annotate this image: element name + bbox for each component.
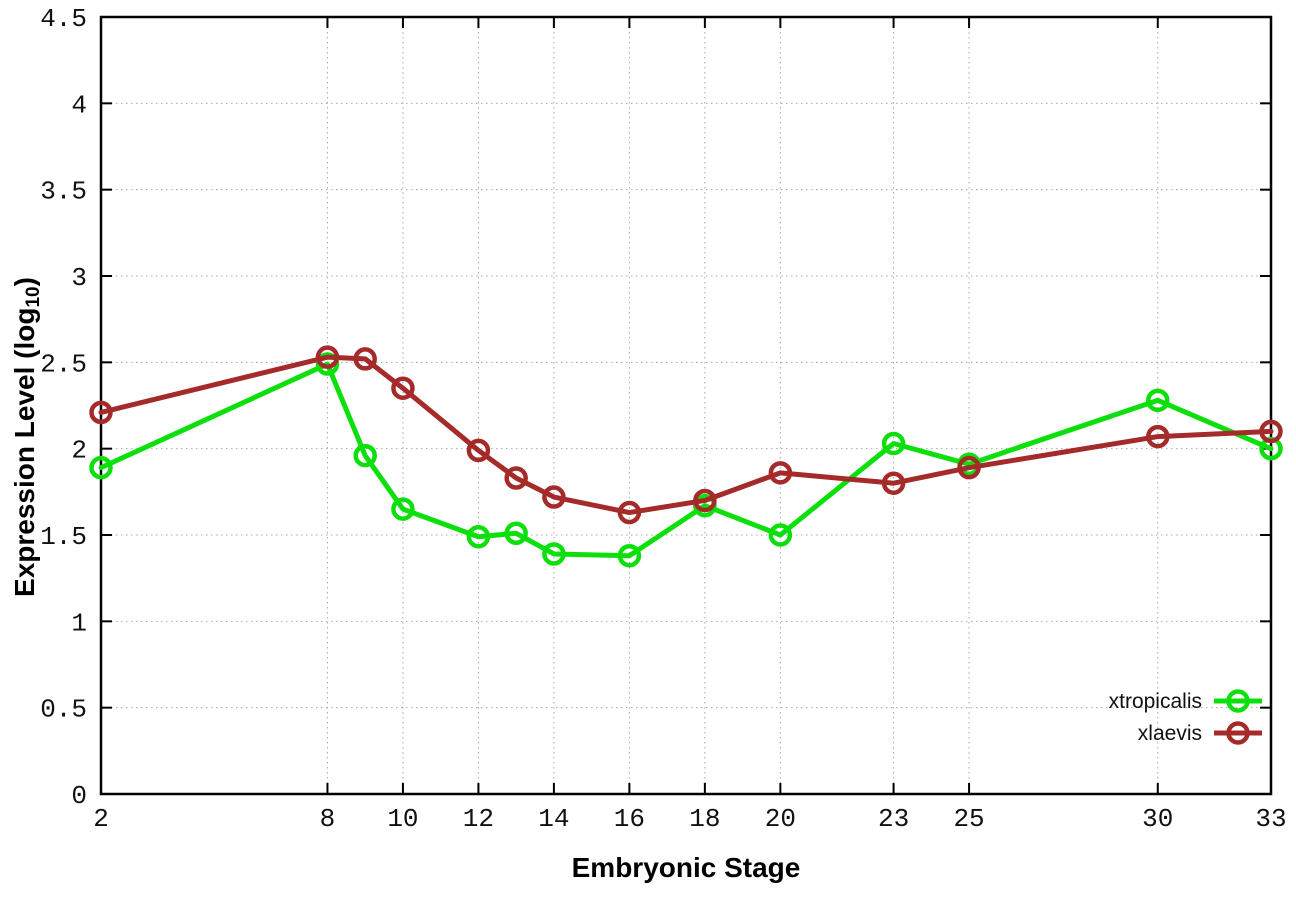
x-tick-label: 30: [1142, 804, 1173, 834]
y-tick-label: 1.5: [40, 522, 87, 552]
x-tick-label: 20: [765, 804, 796, 834]
x-tick-label: 12: [463, 804, 494, 834]
legend-sample-marker-xlaevis: [1226, 721, 1250, 745]
series-xtropicalis-marker: [1146, 388, 1170, 413]
x-tick-label: 8: [320, 804, 336, 834]
y-axis-title-subscript: 10: [23, 286, 45, 308]
series-xlaevis-marker: [1259, 419, 1283, 444]
series-xtropicalis-marker: [353, 443, 377, 468]
series-xtropicalis-marker: [617, 543, 642, 568]
series-xtropicalis-marker: [391, 497, 415, 521]
series-xlaevis-marker: [89, 400, 113, 425]
series-xlaevis-marker: [617, 500, 642, 525]
x-tick-label: 14: [538, 804, 569, 834]
series-xlaevis-marker: [768, 461, 793, 485]
series-xtropicalis-marker: [89, 455, 113, 480]
x-tick-label: 10: [387, 804, 418, 834]
legend-label-xtropicalis: xtropicalis: [1109, 690, 1202, 713]
x-axis-title: Embryonic Stage: [571, 852, 801, 883]
series-xlaevis-marker: [466, 438, 491, 463]
series-xtropicalis-marker: [768, 523, 793, 547]
y-tick-label: 0.5: [40, 695, 87, 725]
series-xlaevis-line: [98, 354, 1274, 516]
series-xtropicalis-line: [98, 361, 1274, 559]
series-xlaevis-marker: [391, 376, 415, 400]
x-tick-label: 16: [614, 804, 645, 834]
series-xtropicalis-marker: [466, 524, 491, 549]
series-xtropicalis-marker: [542, 542, 566, 566]
series-xlaevis-marker: [542, 485, 566, 509]
y-axis-title-suffix: ): [8, 277, 40, 287]
series-xlaevis-marker: [353, 347, 377, 371]
y-axis-title: Expression Level (log10): [9, 277, 45, 597]
series-xlaevis-marker: [693, 488, 717, 513]
legend-sample-marker-xtropicalis: [1226, 689, 1250, 713]
series-xlaevis-marker: [1146, 424, 1170, 449]
y-tick-label: 0: [71, 781, 87, 811]
plot-border: [99, 15, 1273, 796]
series-xlaevis-marker: [315, 345, 340, 369]
y-axis-title-text: Expression Level (log: [8, 307, 40, 597]
y-tick-label: 2.5: [40, 349, 87, 379]
series-xlaevis-marker: [504, 466, 528, 490]
x-tick-label: 18: [689, 804, 720, 834]
y-tick-label: 3.5: [40, 177, 87, 207]
series-xtropicalis-marker: [504, 521, 528, 546]
y-tick-label: 4: [71, 90, 87, 120]
y-tick-label: 1: [71, 608, 87, 638]
x-tick-label: 25: [953, 804, 984, 834]
legend-label-xlaevis: xlaevis: [1138, 722, 1202, 745]
x-tick-label: 23: [878, 804, 909, 834]
x-tick-label: 2: [93, 804, 109, 834]
y-tick-label: 4.5: [40, 4, 87, 34]
series-xlaevis-marker: [881, 471, 906, 495]
x-tick-label: 33: [1255, 804, 1286, 834]
y-tick-label: 3: [71, 263, 87, 293]
series-xlaevis-marker: [957, 455, 981, 480]
y-tick-label: 2: [71, 436, 87, 466]
series-xtropicalis-marker: [881, 431, 906, 456]
